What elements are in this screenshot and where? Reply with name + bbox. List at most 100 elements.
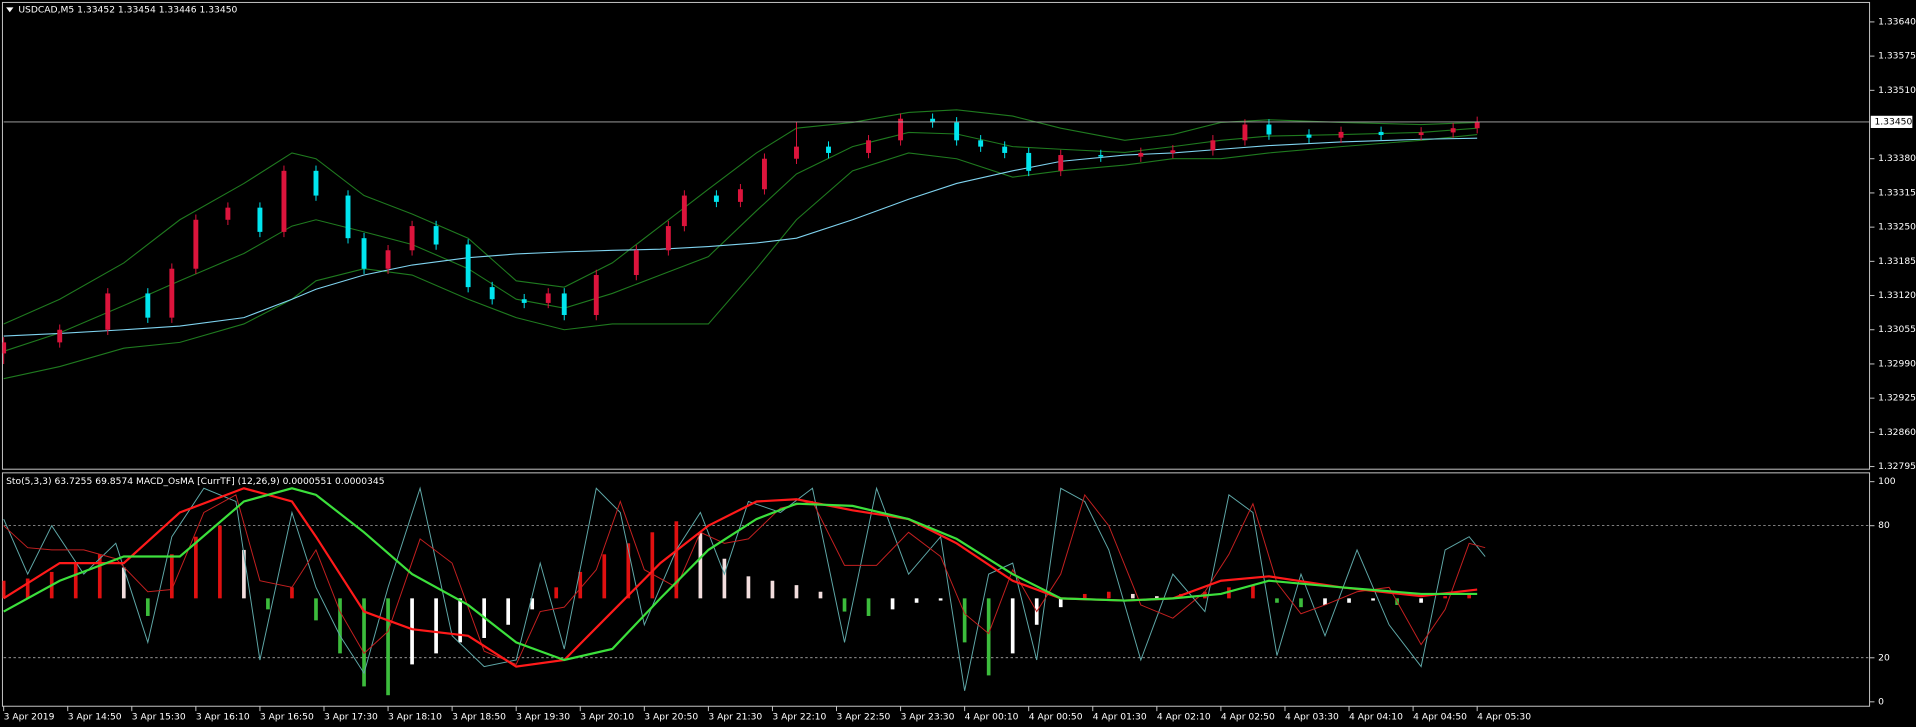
candle-body — [1138, 152, 1144, 157]
histogram-bar — [530, 598, 535, 610]
histogram-bar — [722, 558, 727, 599]
histogram-bar — [121, 567, 126, 599]
candle-body — [545, 293, 551, 303]
y-tick-label: 1.33250 — [1878, 222, 1916, 233]
indicator-line — [3, 487, 1478, 668]
y-tick-label: 1.33510 — [1878, 85, 1916, 96]
histogram-bar — [1010, 598, 1015, 654]
candle-body — [57, 329, 63, 343]
candle-body — [1210, 140, 1216, 151]
histogram-bar — [818, 591, 823, 599]
indicator-line — [3, 486, 1486, 691]
current-price-box — [1870, 115, 1913, 129]
histogram-bar — [866, 598, 871, 616]
candle-body — [2, 342, 7, 354]
indicator-line — [3, 487, 1478, 662]
candle-body — [345, 195, 351, 239]
histogram-bar — [962, 598, 967, 643]
candle-body — [954, 122, 960, 141]
histogram-bar — [97, 554, 102, 599]
indicator-line — [3, 133, 1478, 380]
histogram-bar — [794, 585, 799, 599]
candle-body — [633, 250, 639, 276]
candle-body — [713, 195, 719, 202]
histogram-bar — [626, 543, 631, 599]
histogram-bar — [73, 563, 78, 599]
x-tick-label: 3 Apr 18:50 — [452, 712, 506, 723]
x-tick-label: 4 Apr 02:10 — [1157, 712, 1211, 723]
histogram-bar — [25, 578, 30, 599]
x-tick-label: 4 Apr 00:50 — [1029, 712, 1083, 723]
candle-body — [1306, 134, 1312, 138]
histogram-bar — [362, 598, 366, 687]
x-tick-label: 3 Apr 22:10 — [772, 712, 826, 723]
histogram-bar — [674, 521, 679, 599]
x-tick-label: 4 Apr 03:30 — [1285, 712, 1339, 723]
menu-arrow[interactable] — [6, 7, 14, 13]
histogram-bar — [914, 598, 919, 603]
main-plot — [2, 109, 1870, 380]
y-tick-label: 1.33380 — [1878, 153, 1916, 164]
histogram-bar — [578, 571, 583, 599]
x-tick-label: 3 Apr 16:10 — [196, 712, 250, 723]
candle-body — [105, 293, 111, 330]
histogram-bar — [1419, 598, 1423, 603]
histogram-bar — [170, 554, 174, 599]
histogram-bar — [650, 532, 655, 599]
indicator-line — [3, 137, 1478, 337]
y-tick-label: 1.33575 — [1878, 51, 1916, 62]
candle-body — [169, 268, 175, 318]
indicator-line — [3, 493, 1486, 666]
candle-body — [930, 118, 936, 123]
histogram-bar — [1371, 598, 1375, 601]
histogram-bar — [338, 598, 342, 654]
histogram-bar — [266, 598, 270, 610]
candle-body — [561, 293, 567, 316]
histogram-bar — [458, 598, 462, 643]
indicator-plot — [2, 486, 1870, 696]
candle-body — [978, 140, 984, 147]
y-tick-label: 1.33640 — [1878, 16, 1916, 27]
candle-body — [409, 226, 415, 251]
candle-body — [193, 219, 199, 269]
y-tick-label: 1.33055 — [1878, 324, 1916, 335]
histogram-bar — [1155, 596, 1159, 599]
histogram-bar — [410, 598, 414, 665]
candle-body — [257, 207, 263, 232]
histogram-bar — [602, 554, 607, 599]
histogram-bar — [218, 525, 222, 599]
y-tick-label: 80 — [1878, 520, 1890, 531]
candle-body — [313, 170, 319, 196]
x-tick-label: 3 Apr 22:50 — [837, 712, 891, 723]
histogram-bar — [1467, 593, 1471, 599]
histogram-bar — [1082, 593, 1087, 599]
histogram-bar — [194, 536, 198, 599]
candle-body — [1002, 146, 1008, 153]
histogram-bar — [842, 598, 847, 612]
y-tick-label: 1.32990 — [1878, 358, 1916, 369]
candle-body — [385, 250, 391, 269]
candle-body — [761, 158, 767, 190]
histogram-bar — [434, 598, 438, 654]
candle-body — [225, 207, 231, 220]
x-tick-label: 3 Apr 19:30 — [516, 712, 570, 723]
y-tick-label: 20 — [1878, 652, 1890, 663]
candle-body — [489, 287, 495, 300]
main-panel-frame — [1, 1, 1871, 470]
axes: 1.33640 1.33575 1.33510 1.33380 1.33315 1.332… — [3, 16, 1916, 723]
y-tick-label: 0 — [1878, 696, 1884, 707]
histogram-bar — [1299, 598, 1303, 608]
x-tick-label: 3 Apr 15:30 — [132, 712, 186, 723]
indicator-line — [3, 127, 1478, 352]
x-tick-label: 3 Apr 20:10 — [580, 712, 634, 723]
histogram-bar — [145, 598, 150, 616]
y-tick-label: 1.32925 — [1878, 393, 1916, 404]
candle-body — [1450, 128, 1456, 133]
symbol-header: USDCAD,M5 1.33452 1.33454 1.33446 1.3345… — [18, 4, 237, 15]
indicator-line — [3, 109, 1478, 325]
histogram-bar — [506, 598, 511, 625]
histogram-bar — [890, 598, 895, 610]
